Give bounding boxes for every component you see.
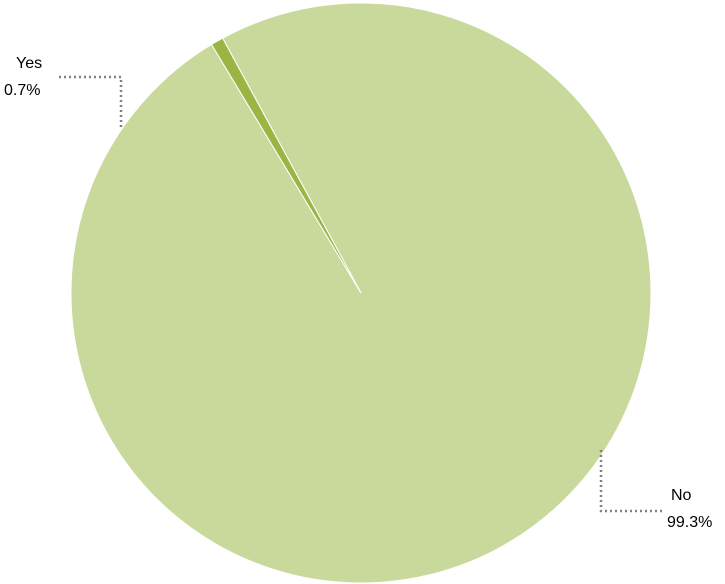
leader-line-yes <box>59 75 123 128</box>
leader-lines <box>59 75 664 513</box>
leader-line-no <box>599 450 664 513</box>
pie-slice-yes <box>210 37 362 294</box>
pie-slices <box>70 2 652 584</box>
data-label-yes-name: Yes <box>16 55 42 72</box>
data-label-no-name: No <box>671 487 692 504</box>
data-label-yes-value: 0.7% <box>4 82 40 99</box>
data-labels: Yes 0.7% No 99.3% <box>4 55 712 531</box>
data-label-no-value: 99.3% <box>667 514 712 531</box>
